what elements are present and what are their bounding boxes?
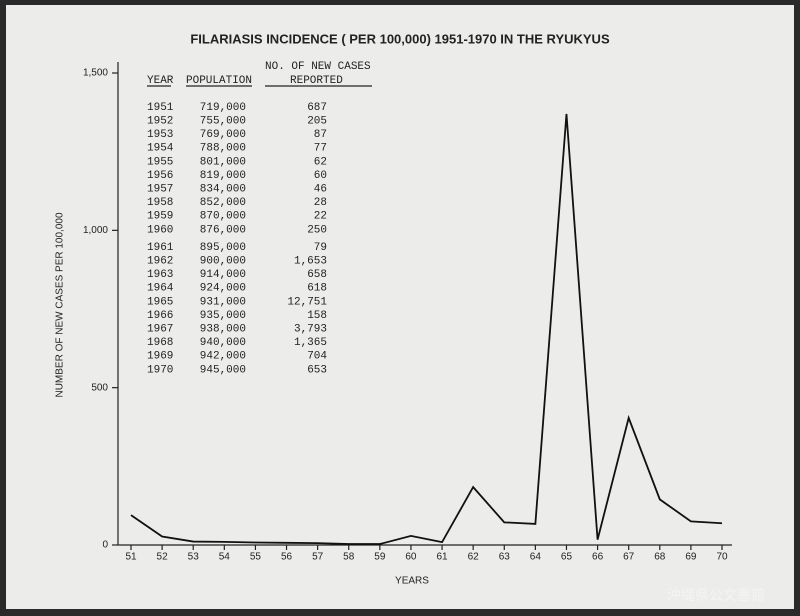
x-tick-label: 65 xyxy=(561,552,573,563)
paper xyxy=(6,5,794,609)
x-tick-label: 63 xyxy=(499,552,511,563)
table-cell: 1958 xyxy=(147,197,173,209)
table-cell: 870,000 xyxy=(200,211,246,223)
table-cell: 1965 xyxy=(147,296,173,308)
y-axis-label: NUMBER OF NEW CASES PER 100,000 xyxy=(55,212,66,397)
x-tick-label: 56 xyxy=(281,552,293,563)
table-cell: 769,000 xyxy=(200,129,246,141)
x-tick-label: 68 xyxy=(654,552,666,563)
table-cell: 1959 xyxy=(147,211,173,223)
table-cell: 931,000 xyxy=(200,296,246,308)
table-cell: 1964 xyxy=(147,283,174,295)
table-cell: 1,653 xyxy=(294,256,327,268)
y-tick-label: 1,000 xyxy=(83,225,108,236)
chart-title: FILARIASIS INCIDENCE ( PER 100,000) 1951… xyxy=(190,31,610,46)
table-cell: 205 xyxy=(307,116,327,128)
table-cell: 658 xyxy=(307,269,327,281)
table-cell: 1970 xyxy=(147,364,173,376)
table-cell: 87 xyxy=(314,129,327,141)
table-cell: 819,000 xyxy=(200,170,246,182)
table-cell: 60 xyxy=(314,170,327,182)
x-tick-label: 55 xyxy=(250,552,262,563)
x-tick-label: 64 xyxy=(530,552,542,563)
table-cell: 834,000 xyxy=(200,184,246,196)
table-cell: 852,000 xyxy=(200,197,246,209)
table-cell: 1966 xyxy=(147,310,173,322)
table-cell: 935,000 xyxy=(200,310,246,322)
table-cell: 77 xyxy=(314,143,327,155)
y-tick-label: 1,500 xyxy=(83,68,108,79)
x-tick-label: 59 xyxy=(374,552,386,563)
table-cell: 1960 xyxy=(147,224,173,236)
table-cell: 12,751 xyxy=(287,296,327,308)
table-header: YEAR xyxy=(147,75,174,87)
x-tick-label: 53 xyxy=(188,552,200,563)
x-tick-label: 57 xyxy=(312,552,324,563)
x-tick-label: 60 xyxy=(405,552,417,563)
table-cell: 1963 xyxy=(147,269,173,281)
table-cell: 62 xyxy=(314,156,327,168)
table-cell: 788,000 xyxy=(200,143,246,155)
x-tick-label: 51 xyxy=(125,552,137,563)
x-tick-label: 66 xyxy=(592,552,604,563)
table-cell: 22 xyxy=(314,211,327,223)
x-tick-label: 70 xyxy=(716,552,728,563)
y-tick-label: 500 xyxy=(91,382,108,393)
table-cell: 1967 xyxy=(147,324,173,336)
table-cell: 1969 xyxy=(147,351,173,363)
table-header: POPULATION xyxy=(186,75,252,87)
table-cell: 876,000 xyxy=(200,224,246,236)
x-tick-label: 67 xyxy=(623,552,635,563)
table-cell: 250 xyxy=(307,224,327,236)
table-cell: 924,000 xyxy=(200,283,246,295)
table-cell: 940,000 xyxy=(200,337,246,349)
x-tick-label: 54 xyxy=(219,552,231,563)
table-cell: 618 xyxy=(307,283,327,295)
table-cell: 1952 xyxy=(147,116,173,128)
table-cell: 719,000 xyxy=(200,102,246,114)
x-tick-label: 61 xyxy=(436,552,448,563)
table-header: REPORTED xyxy=(290,75,343,87)
table-cell: 900,000 xyxy=(200,256,246,268)
table-cell: 1962 xyxy=(147,256,173,268)
table-cell: 28 xyxy=(314,197,327,209)
table-cell: 704 xyxy=(307,351,327,363)
table-header: NO. OF NEW CASES xyxy=(265,61,371,73)
table-cell: 1957 xyxy=(147,184,173,196)
table-cell: 945,000 xyxy=(200,364,246,376)
table-cell: 801,000 xyxy=(200,156,246,168)
table-cell: 1,365 xyxy=(294,337,327,349)
x-axis-label: YEARS xyxy=(395,576,429,587)
data-line xyxy=(130,113,723,545)
table-cell: 914,000 xyxy=(200,269,246,281)
table-cell: 1953 xyxy=(147,129,173,141)
table-cell: 895,000 xyxy=(200,242,246,254)
watermark: 沖縄県公文書館 xyxy=(667,587,765,604)
x-tick-label: 69 xyxy=(685,552,697,563)
table-cell: 687 xyxy=(307,102,327,114)
x-tick-label: 62 xyxy=(468,552,480,563)
x-tick-label: 58 xyxy=(343,552,355,563)
y-tick-label: 0 xyxy=(102,540,108,551)
table-cell: 3,793 xyxy=(294,324,327,336)
table-cell: 1954 xyxy=(147,143,174,155)
table-cell: 938,000 xyxy=(200,324,246,336)
table-cell: 1961 xyxy=(147,242,174,254)
table-cell: 1951 xyxy=(147,102,174,114)
table-cell: 1955 xyxy=(147,156,173,168)
table-cell: 755,000 xyxy=(200,116,246,128)
table-cell: 158 xyxy=(307,310,327,322)
x-tick-label: 52 xyxy=(157,552,169,563)
table-cell: 1968 xyxy=(147,337,173,349)
table-cell: 942,000 xyxy=(200,351,246,363)
table-cell: 1956 xyxy=(147,170,173,182)
table-cell: 46 xyxy=(314,184,327,196)
table-cell: 653 xyxy=(307,364,327,376)
table-cell: 79 xyxy=(314,242,327,254)
